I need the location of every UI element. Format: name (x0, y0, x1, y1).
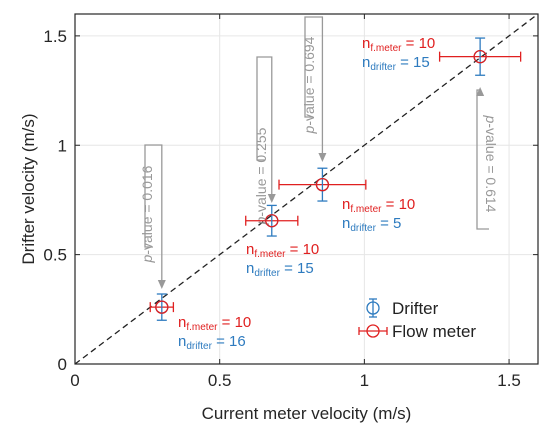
count-value: = 10 (401, 35, 435, 52)
pvalue-bracket (304, 16, 324, 154)
count-n: n (178, 333, 186, 350)
drifter-count: ndrifter = 15 (362, 54, 430, 73)
count-value: = 15 (280, 260, 314, 277)
pvalue-arrowhead (267, 194, 276, 203)
x-axis-label: Current meter velocity (m/s) (202, 404, 412, 423)
count-n: n (246, 260, 254, 277)
pvalue-label: p-value = 0.016 (139, 165, 155, 263)
flow-meter-marker (473, 50, 487, 64)
y-axis-label: Drifter velocity (m/s) (19, 113, 38, 264)
pvalue-rest: -value = 0.255 (253, 127, 269, 216)
pvalue-rest: -value = 0.614 (483, 123, 499, 212)
count-sub: drifter (254, 268, 280, 279)
axes-box (74, 13, 539, 365)
legend: Drifter Flow meter (358, 298, 476, 341)
pvalue-annotation: p-value = 0.016 (139, 144, 166, 289)
count-n: n (246, 241, 254, 258)
data-point (245, 204, 299, 237)
pvalue-arrowhead (476, 87, 485, 96)
flow-meter-count: nf.meter = 10 (342, 196, 415, 215)
legend-flow-meter-marker (366, 324, 380, 338)
count-sub: f.meter (350, 204, 382, 215)
flow-meter-count: nf.meter = 10 (362, 35, 435, 54)
one-to-one-line (74, 13, 539, 365)
data-point (438, 37, 522, 76)
pvalue-rest: -value = 0.694 (301, 36, 317, 125)
pvalue-annotation: p-value = 0.614 (476, 87, 499, 230)
y-tick-label: 1 (58, 136, 67, 155)
flow-meter-marker (155, 300, 169, 314)
count-n: n (362, 54, 370, 71)
pvalue-p: p (483, 115, 499, 124)
pvalue-label: p-value = 0.614 (483, 115, 499, 213)
legend-drifter-marker (366, 301, 380, 315)
pvalue-bracket (144, 144, 163, 281)
y-tick-label: 0 (58, 355, 67, 374)
pvalue-arrowhead (157, 280, 166, 289)
pvalue-rest: -value = 0.016 (139, 165, 155, 254)
count-value: = 15 (396, 54, 430, 71)
x-tick-label: 0 (70, 371, 79, 390)
count-sub: f.meter (254, 249, 286, 260)
data-point (278, 167, 367, 202)
pvalue-label: p-value = 0.694 (301, 36, 317, 134)
count-sub: f.meter (186, 322, 218, 333)
y-tick-label: 0.5 (43, 246, 67, 265)
count-sub: f.meter (370, 43, 402, 54)
count-value: = 10 (285, 241, 319, 258)
count-n: n (342, 196, 350, 213)
pvalue-label: p-value = 0.255 (253, 127, 269, 225)
x-tick-label: 0.5 (208, 371, 232, 390)
pvalue-p: p (139, 254, 155, 263)
flow-meter-marker (265, 214, 279, 228)
y-tick-label: 1.5 (43, 27, 67, 46)
count-value: = 10 (381, 196, 415, 213)
count-n: n (178, 314, 186, 331)
count-n: n (362, 35, 370, 52)
count-sub: drifter (350, 223, 376, 234)
pvalue-annotation: p-value = 0.694 (301, 16, 327, 162)
pvalue-arrowhead (318, 153, 327, 162)
drifter-count: ndrifter = 15 (246, 260, 314, 279)
count-value: = 16 (212, 333, 246, 350)
flow-meter-marker (315, 177, 330, 192)
pvalue-p: p (301, 125, 317, 134)
data-point (149, 293, 175, 321)
count-n: n (342, 215, 350, 232)
count-value: = 5 (376, 215, 401, 232)
count-sub: drifter (186, 341, 212, 352)
drifter-count: ndrifter = 16 (178, 333, 246, 352)
count-value: = 10 (217, 314, 251, 331)
drifter-count: ndrifter = 5 (342, 215, 401, 234)
legend-drifter-label: Drifter (392, 299, 439, 318)
x-tick-label: 1.5 (497, 371, 521, 390)
flow-meter-count: nf.meter = 10 (178, 314, 251, 333)
count-sub: drifter (370, 62, 396, 73)
x-tick-label: 1 (360, 371, 369, 390)
legend-flow-meter-label: Flow meter (392, 322, 476, 341)
pvalue-bracket (256, 56, 273, 195)
flow-meter-count: nf.meter = 10 (246, 241, 319, 260)
